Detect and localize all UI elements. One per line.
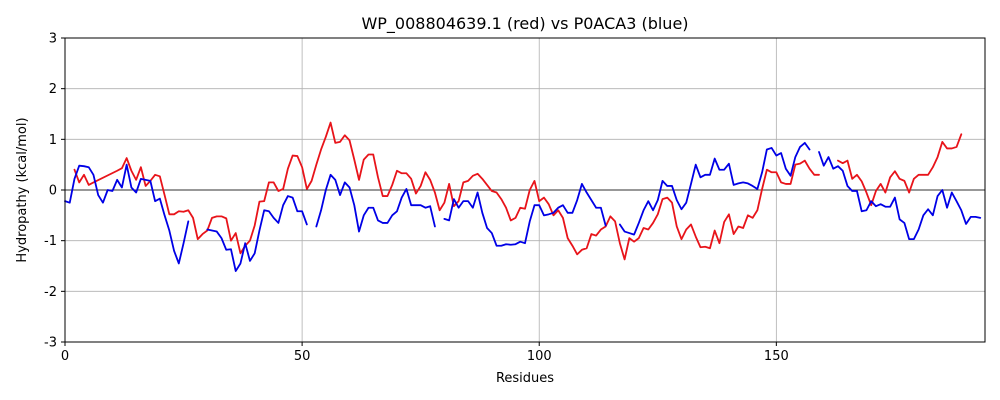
red-series-line (73, 121, 963, 261)
ticks-layer: 0 50 100 150 -3 -2 -1 0 1 2 3 (44, 32, 789, 365)
x-axis-label: Residues (496, 371, 554, 386)
series-layer (64, 121, 982, 272)
x-tick-label-150: 150 (764, 349, 789, 364)
y-axis-label: Hydropathy (kcal/mol) (15, 117, 30, 262)
y-tick-label-0: 0 (49, 184, 57, 199)
y-tick-label-2: 2 (49, 82, 57, 97)
y-tick-label--3: -3 (44, 336, 57, 351)
chart-title: WP_008804639.1 (red) vs P0ACA3 (blue) (361, 14, 688, 34)
blue-series-line (64, 141, 982, 272)
y-tick-label-3: 3 (49, 32, 57, 47)
y-tick-label-1: 1 (49, 133, 57, 148)
x-tick-label-100: 100 (527, 349, 552, 364)
y-tick-label--1: -1 (44, 234, 57, 249)
y-tick-label--2: -2 (44, 285, 57, 300)
grid-layer (64, 37, 985, 343)
x-tick-label-0: 0 (61, 349, 69, 364)
x-tick-label-50: 50 (294, 349, 311, 364)
